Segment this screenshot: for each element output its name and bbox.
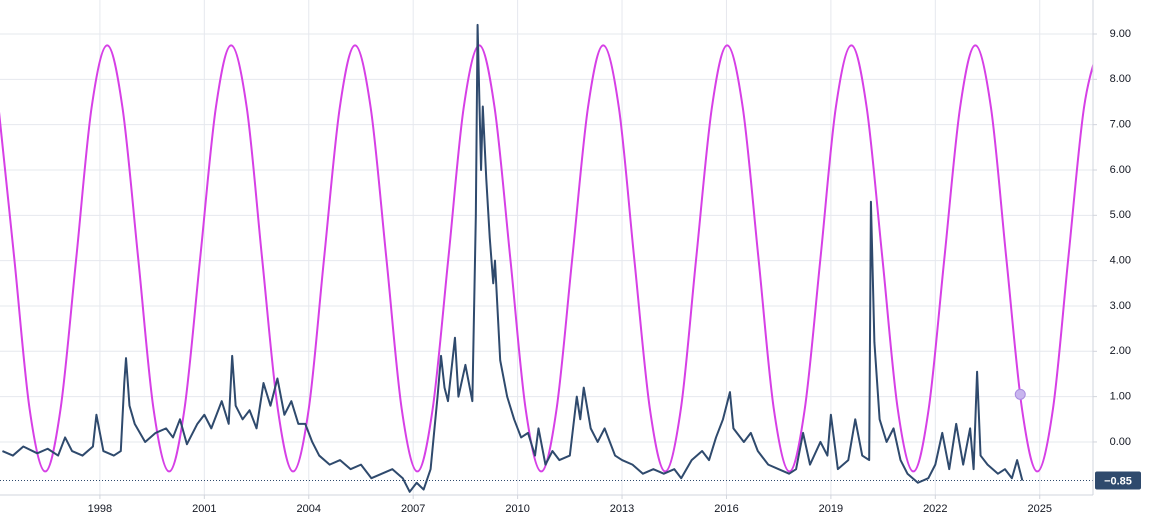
y-tick-label: 0.00 — [1110, 436, 1131, 448]
x-tick-label: 2019 — [819, 503, 843, 515]
x-tick-label: 2001 — [192, 503, 216, 515]
marker-point — [1014, 388, 1026, 400]
y-tick-label: 4.00 — [1110, 255, 1131, 267]
y-tick-label: 8.00 — [1110, 73, 1131, 85]
y-tick-label: 2.00 — [1110, 345, 1131, 357]
y-tick-label: 3.00 — [1110, 300, 1131, 312]
plot-area — [0, 23, 1093, 493]
y-tick-label: 6.00 — [1110, 164, 1131, 176]
x-tick-label: 2025 — [1028, 503, 1052, 515]
x-tick-label: 1998 — [88, 503, 112, 515]
grid — [0, 0, 1093, 495]
x-tick-label: 2004 — [297, 503, 321, 515]
last-value-label: −0.85 — [1104, 475, 1132, 487]
x-tick-label: 2007 — [401, 503, 425, 515]
series-line — [2, 23, 1024, 493]
y-tick-label: 7.00 — [1110, 119, 1131, 131]
x-tick-label: 2010 — [505, 503, 529, 515]
x-tick-label: 2022 — [923, 503, 947, 515]
series-line — [0, 44, 1093, 473]
y-tick-label: 9.00 — [1110, 28, 1131, 40]
axis-labels: 0.00 1.00 2.00 3.00 4.00 5.00 6.00 7.00 8.00 9.00… — [88, 28, 1141, 515]
last-value-box — [1095, 471, 1141, 490]
y-tick-label: 5.00 — [1110, 209, 1131, 221]
y-tick-label: 1.00 — [1110, 391, 1131, 403]
x-tick-label: 2016 — [714, 503, 738, 515]
x-tick-label: 2013 — [610, 503, 634, 515]
